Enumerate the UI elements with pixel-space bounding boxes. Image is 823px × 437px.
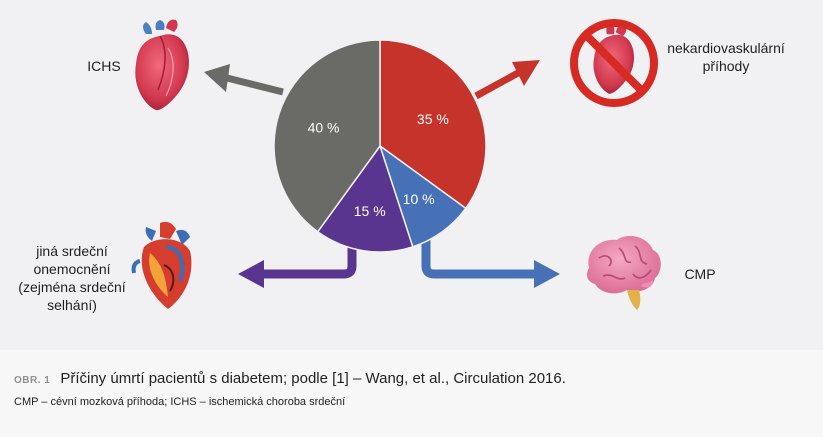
pie-slices: 35 % 10 % 15 % 40 % — [273, 39, 487, 253]
abbr-cmp-text: – cévní mozková příhoda; — [38, 396, 171, 408]
label-ichs: ICHS — [87, 58, 121, 74]
figure-panel: 35 % 10 % 15 % 40 % — [12, 19, 791, 314]
arrow-to-nekardio — [474, 60, 540, 100]
heart-icon — [135, 19, 190, 111]
abbr-ichs-text: – ischemická choroba srdeční — [196, 396, 346, 408]
pie-slice-label-0: 35 % — [417, 111, 449, 127]
label-jina-line4: selhání) — [47, 297, 97, 313]
arrow-to-cmp — [421, 240, 560, 288]
no-heart-icon — [570, 19, 658, 107]
pie-slice-0 — [379, 39, 487, 210]
label-nekardio-line1: nekardiovaskulární — [667, 40, 785, 56]
pie-slice-label-1: 10 % — [403, 191, 435, 207]
abbr-cmp: CMP — [14, 396, 39, 408]
pie-slice-3 — [273, 39, 381, 233]
pie-slice-2 — [316, 144, 414, 253]
abbreviation-legend: CMP – cévní mozková příhoda; ICHS – isch… — [14, 396, 814, 408]
figure-number: OBR. 1 — [14, 375, 51, 386]
label-jina-line1: jiná srdeční — [36, 243, 108, 259]
brain-icon — [587, 235, 661, 310]
abbr-ichs: ICHS — [170, 396, 197, 408]
label-jina-line2: onemocnění — [33, 261, 111, 277]
pie-slice-label-3: 40 % — [308, 120, 340, 136]
label-jina-line3: (zejména srdeční — [18, 279, 126, 295]
label-nekardio: nekardiovaskulární příhody — [661, 39, 791, 75]
figure-title: Příčiny úmrtí pacientů s diabetem; podle… — [60, 370, 566, 387]
arrow-to-jina — [238, 245, 357, 288]
pie-slice-label-2: 15 % — [354, 203, 386, 219]
arrow-to-ichs — [204, 64, 284, 96]
label-jina: jiná srdeční onemocnění (zejména srdeční… — [12, 242, 132, 314]
pie-chart: 35 % 10 % 15 % 40 % — [131, 19, 661, 310]
figure-caption: OBR. 1 Příčiny úmrtí pacientů s diabetem;… — [14, 370, 814, 408]
anatomical-heart-icon — [131, 221, 192, 309]
label-cmp: CMP — [684, 266, 716, 282]
label-nekardio-line2: příhody — [702, 58, 750, 74]
